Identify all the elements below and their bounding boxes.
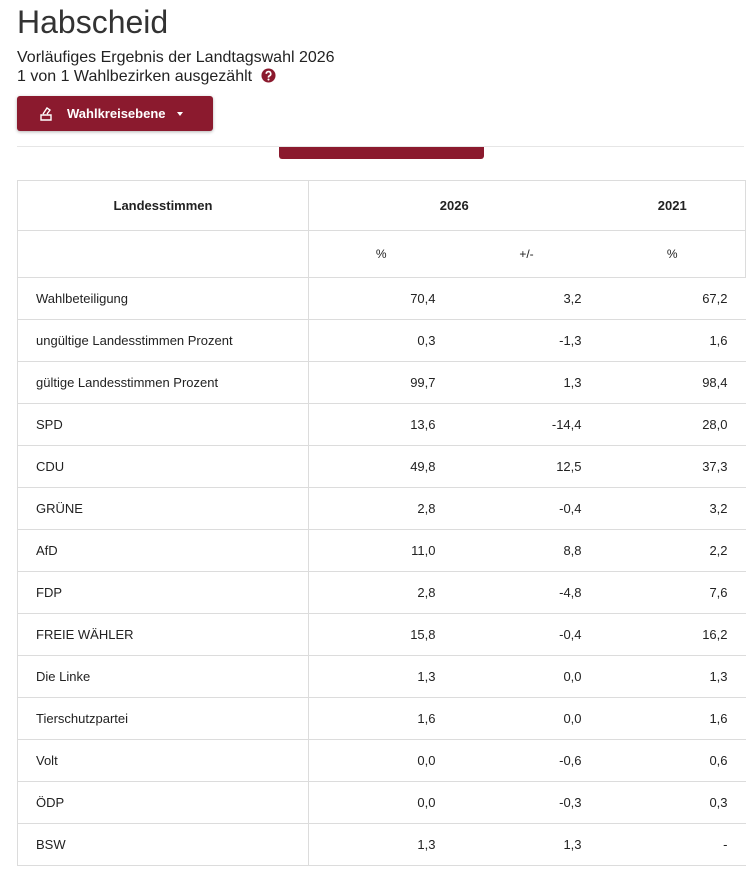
cell-value: 16,2 [599, 613, 746, 656]
subtitle: Vorläufiges Ergebnis der Landtagswahl 20… [17, 49, 335, 66]
level-dropdown[interactable]: Wahlkreisebene [17, 96, 213, 131]
cell-value: -14,4 [453, 403, 600, 446]
cell-value: 0,0 [308, 739, 454, 782]
row-label: ÖDP [17, 781, 309, 824]
cell-value: 13,6 [308, 403, 454, 446]
page-title: Habscheid [17, 4, 169, 40]
table-row: BSW 1,3 1,3- [17, 823, 746, 866]
cell-value: 1,3 [308, 823, 454, 866]
cell-value: 8,8 [453, 529, 600, 572]
table-row: ungültige Landesstimmen Prozent 0,3 -1,3 1,… [17, 319, 746, 362]
table-row: Wahlbeteiligung 70,4 3,2 67,2 [17, 277, 746, 320]
table-row: Die Linke 1,3 0,0 1,3 [17, 655, 746, 698]
cell-value: 0,0 [453, 697, 600, 740]
cell-value: 3,2 [599, 487, 746, 530]
empty-cell [17, 230, 309, 278]
results-table: Landesstimmen 2026 2021 % +/- % Wahlbete… [17, 180, 747, 866]
row-label: BSW [17, 823, 309, 866]
cell-value: 1,3 [599, 655, 746, 698]
cell-value: -0,4 [453, 613, 600, 656]
cell-value: -0,3 [453, 781, 600, 824]
divider [17, 146, 744, 147]
cell-value: 0,0 [308, 781, 454, 824]
cell-value: -0,4 [453, 487, 600, 530]
cell-value: 49,8 [308, 445, 454, 488]
count-text: 1 von 1 Wahlbezirken ausgezählt [17, 68, 253, 85]
table-body: Wahlbeteiligung 70,4 3,2 67,2 ungültige Land… [17, 277, 746, 866]
table-row: Tierschutzpartei 1,6 0,0 1,6 [17, 697, 746, 740]
cell-value: 0,3 [599, 781, 746, 824]
row-label: ungültige Landesstimmen Prozent [17, 319, 309, 362]
row-label: GRÜNE [17, 487, 309, 530]
row-label: gültige Landesstimmen Prozent [17, 361, 309, 404]
cell-value: 1,6 [599, 319, 746, 362]
ballot-icon [40, 106, 52, 121]
cell-value: 0,6 [599, 739, 746, 782]
row-label: Tierschutzpartei [17, 697, 309, 740]
subheader: % [308, 230, 454, 278]
partial-button[interactable] [279, 147, 484, 159]
dropdown-label: Wahlkreisebene [67, 106, 166, 121]
row-label: FREIE WÄHLER [17, 613, 309, 656]
caret [176, 111, 183, 116]
row-label: FDP [17, 571, 309, 614]
row-label: AfD [17, 529, 309, 572]
cell-value: 15,8 [308, 613, 454, 656]
cell-value: 2,8 [308, 487, 454, 530]
cell-value: 98,4 [599, 361, 746, 404]
cell-value: 1,3 [453, 361, 600, 404]
column-header: 2021 [599, 180, 747, 231]
column-header: 2026 [307, 180, 600, 231]
cell-value: 37,3 [599, 445, 746, 488]
header-row: Landesstimmen 2026 2021 [17, 180, 747, 231]
cell-value: 7,6 [599, 571, 746, 614]
cell-value: 12,5 [453, 445, 600, 488]
cell-value: 67,2 [599, 277, 746, 320]
row-label: CDU [17, 445, 309, 488]
row-label: SPD [17, 403, 309, 446]
table-row: CDU 49,8 12,5 37,3 [17, 445, 746, 488]
cell-value: 2,2 [599, 529, 746, 572]
cell-value: 11,0 [308, 529, 454, 572]
cell-value: 0,3 [308, 319, 454, 362]
cell-value: - [599, 823, 746, 866]
cell-value: 1,6 [599, 697, 746, 740]
cell-value: -4,8 [453, 571, 600, 614]
cell-value: -1,3 [453, 319, 600, 362]
row-label: Volt [17, 739, 309, 782]
cell-value: 2,8 [308, 571, 454, 614]
cell-value: 99,7 [308, 361, 454, 404]
cell-value: 28,0 [599, 403, 746, 446]
cell-value: 1,3 [453, 823, 600, 866]
table-row: SPD 13,6 -14,4 28,0 [17, 403, 746, 446]
subheader: +/- [453, 230, 600, 278]
table-row: AfD 11,0 8,8 2,2 [17, 529, 746, 572]
cell-value: 0,0 [453, 655, 600, 698]
table-row: GRÜNE 2,8 -0,4 3,2 [17, 487, 746, 530]
count-line: 1 von 1 Wahlbezirken ausgezählt [17, 68, 276, 86]
cell-value: 70,4 [308, 277, 454, 320]
table-row: Volt 0,0 -0,6 0,6 [17, 739, 746, 782]
help-icon[interactable] [261, 68, 276, 83]
row-label: Die Linke [17, 655, 309, 698]
table-row: gültige Landesstimmen Prozent 99,7 1,3 98,4 [17, 361, 746, 404]
subheader-row: % +/- % [17, 230, 747, 278]
row-label: Wahlbeteiligung [17, 277, 309, 320]
table-row: FREIE WÄHLER 15,8 -0,4 16,2 [17, 613, 746, 656]
table-row: FDP 2,8 -4,8 7,6 [17, 571, 746, 614]
column-header: Landesstimmen [17, 180, 309, 231]
table-row: ÖDP 0,0 -0,3 0,3 [17, 781, 746, 824]
subheader: % [599, 230, 747, 278]
cell-value: -0,6 [453, 739, 600, 782]
cell-value: 3,2 [453, 277, 600, 320]
cell-value: 1,3 [308, 655, 454, 698]
cell-value: 1,6 [308, 697, 454, 740]
